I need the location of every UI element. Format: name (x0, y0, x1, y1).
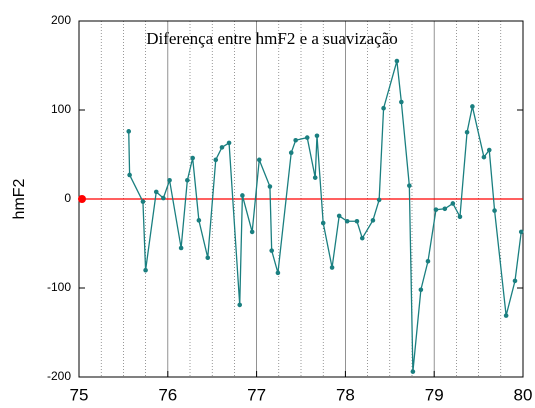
data-point (196, 218, 202, 223)
reference-marker (78, 195, 86, 203)
data-point (457, 214, 463, 220)
data-point (433, 207, 439, 212)
data-point (288, 150, 294, 156)
data-point (249, 229, 255, 235)
data-point (470, 104, 475, 109)
data-point (127, 172, 132, 178)
data-point (256, 157, 262, 163)
y-tick-label: 0 (64, 191, 71, 205)
data-point (329, 265, 335, 270)
data-point (394, 58, 400, 64)
x-tick-label: 76 (158, 385, 177, 404)
data-point (450, 201, 456, 206)
data-point (167, 178, 172, 183)
data-point (442, 206, 448, 212)
data-point (370, 218, 376, 223)
data-point (336, 213, 342, 219)
data-point (425, 259, 431, 264)
data-point (190, 155, 195, 161)
x-tick-label: 79 (425, 385, 444, 404)
data-point (492, 208, 497, 213)
x-tick-label: 75 (70, 385, 89, 404)
data-point (219, 145, 225, 150)
data-point (359, 235, 365, 241)
data-point (213, 157, 219, 163)
y-tick-label: -200 (47, 369, 71, 383)
data-point (354, 218, 360, 224)
data-point (503, 313, 509, 318)
data-point (481, 154, 487, 160)
data-point (304, 135, 310, 140)
data-point (293, 137, 298, 143)
data-point (464, 129, 470, 135)
data-point (314, 133, 320, 139)
data-point (410, 369, 416, 374)
data-point (140, 199, 146, 204)
data-point (418, 287, 424, 293)
y-tick-label: -100 (47, 280, 71, 294)
data-point (512, 278, 518, 284)
x-tick-label: 80 (514, 385, 533, 404)
data-point (267, 184, 273, 189)
y-tick-label: 200 (51, 13, 71, 27)
data-point (185, 178, 190, 183)
data-point (126, 129, 132, 134)
y-tick-label: 100 (51, 102, 71, 116)
x-tick-label: 77 (247, 385, 266, 404)
x-tick-label: 78 (336, 385, 355, 404)
data-point (486, 147, 492, 153)
y-axis-label: hmF2 (11, 178, 28, 219)
data-point (381, 105, 386, 111)
data-point (143, 267, 148, 273)
data-point (240, 193, 245, 198)
data-point (237, 302, 243, 308)
data-point (269, 248, 274, 253)
chart-title: Diferença entre hmF2 e a suavização (146, 29, 398, 48)
data-point (161, 195, 166, 201)
data-line (128, 60, 522, 372)
data-point (344, 218, 350, 224)
data-point (205, 255, 211, 261)
data-point (407, 183, 412, 188)
data-point (399, 99, 404, 105)
data-point (320, 220, 326, 226)
data-point (312, 175, 318, 180)
data-point (153, 189, 159, 195)
data-point (275, 270, 281, 276)
data-point (518, 229, 524, 235)
data-point (226, 140, 232, 146)
data-point (178, 245, 184, 251)
data-point (376, 197, 382, 203)
